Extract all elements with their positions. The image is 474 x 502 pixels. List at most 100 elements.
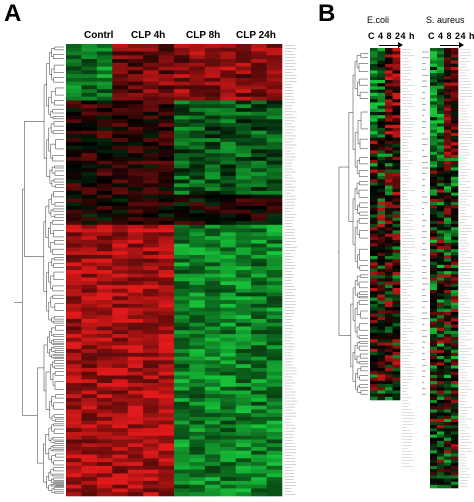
- heatmap-cell: [66, 141, 82, 146]
- heatmap-cell: [189, 134, 206, 139]
- heatmap-cell: [96, 273, 113, 278]
- heatmap-cell: [189, 292, 206, 297]
- heatmap-cell: [220, 303, 237, 308]
- heatmap-cell: [158, 311, 175, 316]
- heatmap-cell: [174, 96, 190, 101]
- heatmap-cell: [158, 168, 175, 173]
- heatmap-cell: [174, 273, 190, 278]
- heatmap-cell: [158, 96, 175, 101]
- heatmap-cell: [189, 213, 206, 218]
- heatmap-cell: [204, 130, 221, 135]
- heatmap-cell: [437, 334, 445, 338]
- heatmap-cell: [444, 192, 452, 197]
- heatmap-cell: [377, 368, 386, 372]
- heatmap-cell: [385, 288, 393, 292]
- heatmap-cell: [220, 288, 237, 293]
- heatmap-cell: [430, 79, 438, 83]
- heatmap-cell: [112, 386, 129, 391]
- heatmap-cell: [204, 416, 221, 421]
- heatmap-cell: [220, 160, 237, 165]
- heatmap-cell: [189, 89, 206, 94]
- heatmap-cell: [96, 285, 113, 290]
- heatmap-cell: [430, 104, 438, 109]
- heatmap-cell: [220, 164, 237, 169]
- heatmap-cell: [451, 378, 459, 382]
- heatmap-cell: [451, 318, 459, 322]
- heatmap-cell: [143, 300, 159, 305]
- heatmap-cell: [370, 278, 378, 282]
- heatmap-cell: [377, 217, 386, 222]
- heatmap-cell: [444, 66, 452, 71]
- heatmap-cell: [81, 153, 98, 158]
- heatmap-cell: [385, 166, 393, 170]
- heatmap-cell: [112, 420, 129, 425]
- heatmap-cell: [158, 179, 175, 184]
- heatmap-cell: [143, 469, 159, 474]
- heatmap-cell: [204, 443, 221, 448]
- heatmap-cell: [437, 431, 445, 435]
- heatmap-cell: [385, 246, 393, 250]
- heatmap-cell: [370, 166, 378, 170]
- heatmap-cell: [112, 81, 129, 86]
- heatmap-cell: [81, 285, 98, 290]
- heatmap-cell: [174, 145, 190, 150]
- heatmap-cell: [385, 371, 393, 375]
- heatmap-cell: [392, 355, 401, 359]
- heatmap-cell: [451, 51, 459, 55]
- heatmap-cell: [96, 85, 113, 90]
- heatmap-cell: [81, 51, 98, 56]
- heatmap-cell: [174, 179, 190, 184]
- heatmap-cell: [444, 180, 452, 184]
- heatmap-cell: [251, 157, 267, 162]
- heatmap-cell: [96, 123, 113, 128]
- heatmap-cell: [392, 259, 401, 263]
- heatmap-cell: [189, 322, 206, 327]
- heatmap-cell: [437, 264, 445, 269]
- heatmap-cell: [370, 153, 378, 158]
- heatmap-cell: [112, 247, 129, 252]
- heatmap-cell: [251, 247, 267, 252]
- heatmap-cell: [127, 447, 144, 452]
- heatmap-cell: [66, 209, 82, 214]
- heatmap-cell: [127, 364, 144, 369]
- heatmap-cell: [251, 111, 267, 116]
- heatmap-cell: [174, 364, 190, 369]
- heatmap-cell: [96, 458, 113, 463]
- heatmap-cell: [451, 170, 459, 175]
- heatmap-cell: [392, 169, 401, 174]
- heatmap-cell: [444, 98, 452, 102]
- heatmap-cell: [220, 447, 237, 452]
- heatmap-cell: [66, 315, 82, 320]
- heatmap-cell: [66, 330, 82, 335]
- heatmap-cell: [451, 343, 459, 347]
- heatmap-cell: [127, 398, 144, 403]
- heatmap-cell: [143, 458, 159, 463]
- heatmap-cell: [174, 89, 190, 94]
- heatmap-cell: [377, 201, 386, 206]
- heatmap-cell: [251, 379, 267, 384]
- heatmap-cell: [204, 100, 221, 105]
- heatmap-cell: [81, 379, 98, 384]
- heatmap-cell: [204, 138, 221, 143]
- heatmap-saureus: [430, 48, 459, 489]
- heatmap-cell: [251, 138, 267, 143]
- heatmap-cell: [437, 440, 445, 445]
- heatmap-cell: [444, 425, 452, 429]
- heatmap-cell: [251, 243, 267, 248]
- heatmap-cell: [451, 428, 459, 432]
- heatmap-cell: [444, 120, 452, 124]
- heatmap-cell: [112, 401, 129, 406]
- heatmap-cell: [392, 211, 401, 215]
- heatmap-cell: [96, 379, 113, 384]
- heatmap-cell: [437, 308, 445, 313]
- heatmap-cell: [220, 443, 237, 448]
- heatmap-cell: [451, 189, 459, 193]
- heatmap-cell: [430, 145, 438, 149]
- heatmap-cell: [444, 205, 452, 209]
- heatmap-cell: [220, 134, 237, 139]
- heatmap-cell: [266, 74, 283, 79]
- heatmap-cell: [251, 447, 267, 452]
- heatmap-cell: [127, 416, 144, 421]
- heatmap-cell: [127, 326, 144, 331]
- heatmap-cell: [437, 63, 445, 68]
